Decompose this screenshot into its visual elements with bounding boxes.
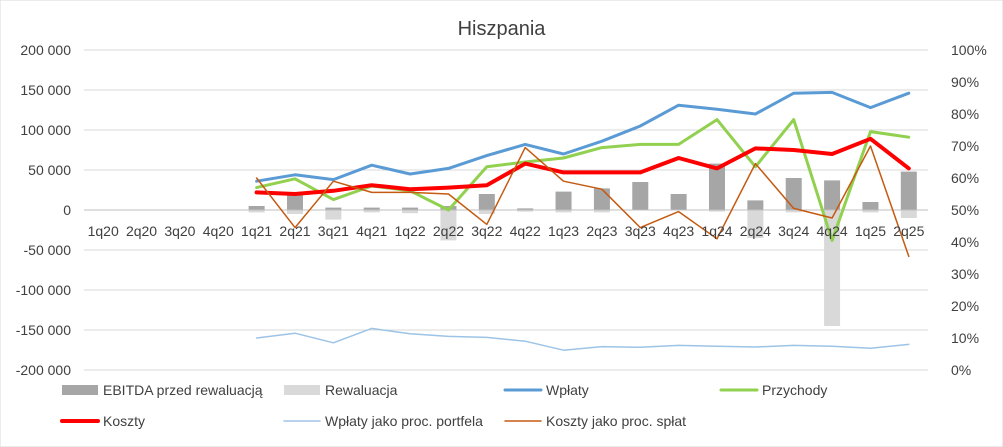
y-right-tick-label: 100% <box>951 42 987 58</box>
y-left-tick-label: -100 000 <box>16 282 71 298</box>
bar <box>824 180 841 210</box>
y-right-tick-label: 90% <box>951 74 979 90</box>
y-right-tick-label: 40% <box>951 234 979 250</box>
bar <box>709 210 725 212</box>
x-tick-label: 2q25 <box>893 223 924 239</box>
x-tick-label: 2q23 <box>586 223 617 239</box>
bar <box>785 178 802 210</box>
legend-label: Rewaluacja <box>325 382 398 398</box>
bar <box>478 194 495 210</box>
bar <box>555 191 572 210</box>
bar <box>248 206 265 210</box>
y-right-tick-label: 70% <box>951 138 979 154</box>
x-tick-label: 1q25 <box>855 223 886 239</box>
y-right-tick-label: 10% <box>951 330 979 346</box>
series-line <box>255 145 910 258</box>
x-tick-label: 2q20 <box>126 223 157 239</box>
bar <box>363 207 380 210</box>
y-left-tick-label: -200 000 <box>16 362 71 378</box>
x-tick-label: 4q21 <box>356 223 387 239</box>
x-tick-label: 1q23 <box>548 223 579 239</box>
y-left-tick-label: 50 000 <box>28 162 71 178</box>
x-tick-label: 3q23 <box>625 223 656 239</box>
legend-label: EBITDA przed rewaluacją <box>103 382 263 398</box>
x-tick-label: 4q20 <box>203 223 234 239</box>
x-tick-label: 4q24 <box>817 223 848 239</box>
y-right-tick-label: 30% <box>951 266 979 282</box>
bar <box>248 210 265 213</box>
x-tick-label: 2q22 <box>433 223 464 239</box>
y-left-tick-label: 100 000 <box>20 122 71 138</box>
bar <box>517 208 534 210</box>
y-right-tick-label: 50% <box>951 202 979 218</box>
y-left-tick-label: 0 <box>63 202 71 218</box>
series-line <box>254 136 911 196</box>
x-tick-label: 1q22 <box>395 223 426 239</box>
legend-swatch <box>284 385 320 395</box>
bar <box>555 210 572 213</box>
series-line <box>255 327 910 351</box>
legend-swatch <box>62 385 98 395</box>
bar <box>593 188 610 210</box>
bar <box>363 210 380 213</box>
bar <box>862 202 879 210</box>
x-tick-label: 1q20 <box>88 223 119 239</box>
series-line <box>255 118 911 242</box>
y-right-tick-label: 0% <box>951 362 971 378</box>
y-left-tick-label: 150 000 <box>20 82 71 98</box>
y-right-tick-label: 60% <box>951 170 979 186</box>
x-tick-label: 3q20 <box>164 223 195 239</box>
x-tick-label: 3q21 <box>318 223 349 239</box>
x-tick-label: 1q21 <box>241 223 272 239</box>
legend-label: Koszty jako proc. spłat <box>546 413 686 429</box>
y-left-tick-label: 200 000 <box>20 42 71 58</box>
legend-label: Przychody <box>762 382 827 398</box>
x-tick-label: 3q24 <box>778 223 809 239</box>
x-tick-label: 2q21 <box>279 223 310 239</box>
lines <box>254 90 911 351</box>
legend-label: Wpłaty jako proc. portfela <box>325 413 483 429</box>
category-labels: 1q20 2q20 3q20 4q20 1q21 2q21 3q21 4q21 1q22 2q22… <box>88 223 925 239</box>
bar <box>670 194 687 210</box>
legend-label: Koszty <box>103 413 145 429</box>
x-tick-label: 4q22 <box>510 223 541 239</box>
y-right-tick-label: 80% <box>951 106 979 122</box>
y-right-tick-label: 20% <box>951 298 979 314</box>
bar <box>287 210 303 214</box>
bar <box>440 210 457 241</box>
x-tick-label: 4q23 <box>663 223 694 239</box>
bar <box>593 210 610 213</box>
bar <box>747 210 764 238</box>
bar <box>747 200 764 210</box>
bar <box>478 210 495 214</box>
bar <box>900 171 917 210</box>
bar <box>632 182 649 210</box>
series-line <box>255 90 911 183</box>
bar <box>785 210 802 213</box>
bar <box>287 194 303 210</box>
tick-labels: -200 000 -150 000 -100 000 -50 000 0 50 000 10… <box>16 42 987 378</box>
bar <box>824 210 841 326</box>
bar <box>900 210 917 218</box>
legend-label: Wpłaty <box>546 382 589 398</box>
chart-title: Hiszpania <box>458 18 547 40</box>
bar <box>402 210 419 214</box>
bar <box>862 210 879 213</box>
bars <box>248 163 917 326</box>
y-left-tick-label: -50 000 <box>24 242 72 258</box>
y-left-tick-label: -150 000 <box>16 322 71 338</box>
x-tick-label: 3q22 <box>471 223 502 239</box>
legend: EBITDA przed rewaluacją Rewaluacja Wpłaty P… <box>60 382 827 429</box>
x-tick-label: 2q24 <box>740 223 771 239</box>
x-tick-label: 1q24 <box>701 223 732 239</box>
bar <box>325 210 342 220</box>
bar <box>325 207 342 210</box>
grid <box>84 49 928 371</box>
bar <box>709 163 725 210</box>
bar <box>402 207 419 210</box>
bar <box>517 210 534 212</box>
